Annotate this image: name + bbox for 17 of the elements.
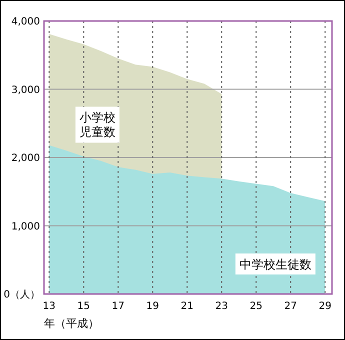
y-tick-label: 2,000 bbox=[11, 153, 40, 164]
series-label: 中学校生徒数 bbox=[239, 257, 312, 272]
x-tick-label: 23 bbox=[215, 301, 228, 312]
x-tick-label: 25 bbox=[250, 301, 262, 312]
y-tick-label: 4,000 bbox=[11, 16, 40, 28]
y-tick-label: 3,000 bbox=[11, 84, 40, 96]
y-tick-label: 0（人） bbox=[4, 290, 40, 300]
x-tick-label: 29 bbox=[318, 301, 332, 312]
series-label: 小学校児童数 bbox=[79, 110, 116, 140]
y-tick-label: 1,000 bbox=[11, 221, 40, 232]
x-tick-label: 19 bbox=[146, 301, 160, 312]
x-tick-label: 27 bbox=[284, 301, 297, 312]
x-tick-label: 13 bbox=[42, 301, 56, 312]
x-tick-label: 21 bbox=[180, 301, 194, 312]
x-tick-label: 15 bbox=[77, 301, 90, 312]
x-axis-title: 年（平成） bbox=[44, 317, 99, 330]
x-tick-label: 17 bbox=[112, 301, 125, 312]
